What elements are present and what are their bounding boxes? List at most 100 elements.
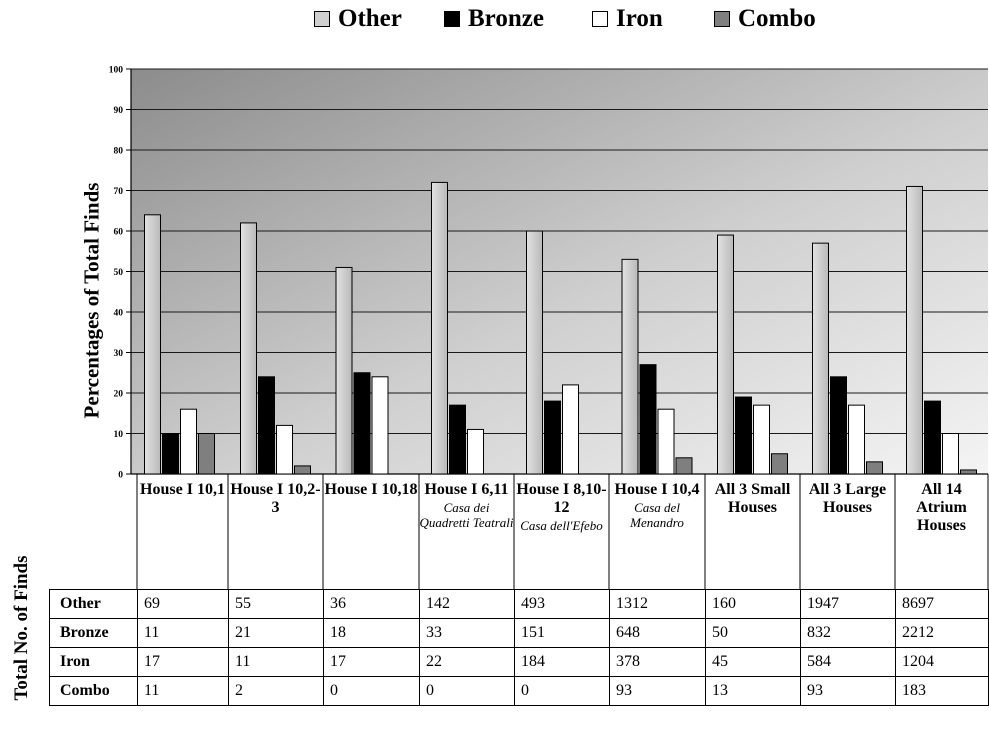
table-cell: 11 (228, 647, 324, 677)
category-name: House I 10,2-3 (230, 481, 321, 516)
table-cell: 2 (228, 676, 324, 706)
table-cell: 17 (323, 647, 420, 677)
table-cell: 50 (705, 618, 801, 648)
legend-item-iron: Iron (592, 4, 663, 34)
category-house-name: Casa dell'Efebo (520, 517, 603, 533)
category-label: House I 10,1 (137, 481, 228, 499)
y-tick-label: 10 (114, 430, 124, 440)
table-cell: 142 (419, 589, 515, 619)
legend-swatch (314, 11, 330, 27)
category-name: All 14 Atrium Houses (916, 481, 967, 534)
table-cell: 184 (514, 647, 610, 677)
y-tick-label: 70 (114, 187, 124, 197)
table-cell: 183 (895, 676, 989, 706)
table-cell: 17 (137, 647, 229, 677)
table-cell: 0 (419, 676, 515, 706)
table-cell: 33 (419, 618, 515, 648)
legend-swatch (444, 11, 460, 27)
category-name: All 3 Large Houses (808, 481, 887, 516)
table-cell: 22 (419, 647, 515, 677)
bar-other-4 (526, 230, 543, 475)
bar-bronze-7 (830, 376, 847, 475)
bar-bronze-2 (353, 372, 371, 475)
bar-iron-2 (371, 376, 389, 475)
bar-other-3 (431, 181, 448, 475)
category-label: House I 10,4 Casa del Menandro (609, 481, 705, 531)
bar-bronze-4 (544, 400, 561, 475)
bar-combo-6 (771, 453, 788, 475)
legend-label: Iron (616, 5, 663, 32)
y-tick-label: 100 (109, 66, 124, 76)
table-cell: 36 (323, 589, 420, 619)
category-label: House I 8,10-12 Casa dell'Efebo (514, 481, 609, 534)
table-row-header: Combo (49, 676, 138, 706)
table-cell: 93 (800, 676, 896, 706)
legend-item-other: Other (314, 4, 402, 34)
table-row-header: Iron (49, 647, 138, 677)
table-cell: 13 (705, 676, 801, 706)
bar-bronze-6 (735, 396, 752, 475)
category-label: All 3 Small Houses (705, 481, 800, 517)
table-cell: 1312 (609, 589, 706, 619)
legend-label: Other (338, 5, 402, 32)
table-cell: 378 (609, 647, 706, 677)
bar-other-5 (621, 258, 639, 475)
legend-label: Combo (738, 5, 816, 32)
bar-other-2 (335, 266, 353, 475)
table-cell: 2212 (895, 618, 989, 648)
y-tick-label: 90 (114, 106, 124, 116)
bar-other-7 (812, 242, 829, 475)
bar-combo-8 (960, 469, 977, 475)
category-name: All 3 Small Houses (714, 481, 791, 516)
bar-iron-8 (942, 433, 959, 475)
legend-swatch (592, 11, 608, 27)
y-tick-label: 80 (114, 147, 124, 157)
bar-combo-7 (866, 461, 883, 475)
finds-table: Other 69 55 36 142 493 1312 160 1947 8697 Bronze 11… (49, 589, 989, 706)
table-cell: 69 (137, 589, 229, 619)
y-tick-label: 50 (114, 268, 124, 278)
table-cell: 18 (323, 618, 420, 648)
category-name: House I 6,11 (424, 481, 509, 498)
y-tick-label: 0 (118, 471, 123, 481)
bar-iron-6 (753, 404, 770, 475)
bar-iron-3 (467, 428, 484, 475)
category-name: House I 10,1 (140, 481, 225, 498)
category-name: House I 10,4 (614, 481, 700, 498)
table-cell: 55 (228, 589, 324, 619)
table-cell: 0 (514, 676, 610, 706)
bar-bronze-3 (449, 404, 466, 475)
table-row: Iron 17 11 17 22 184 378 45 584 1204 (49, 647, 989, 677)
category-house-name: Casa dei Quadretti Teatrali (419, 499, 514, 530)
table-cell: 584 (800, 647, 896, 677)
table-cell: 8697 (895, 589, 989, 619)
bar-iron-5 (657, 408, 675, 475)
bar-bronze-0 (162, 433, 179, 475)
table-row: Combo 11 2 0 0 0 93 13 93 183 (49, 676, 989, 706)
bar-iron-1 (276, 424, 293, 475)
y-tick-label: 20 (114, 390, 124, 400)
table-cell: 11 (137, 676, 229, 706)
legend-item-bronze: Bronze (444, 4, 544, 34)
bar-iron-0 (180, 408, 197, 475)
table-cell: 1947 (800, 589, 896, 619)
table-cell: 93 (609, 676, 706, 706)
bar-other-6 (717, 234, 734, 475)
bar-combo-0 (198, 433, 215, 475)
category-name: House I 10,18 (324, 481, 418, 498)
bar-combo-5 (675, 457, 693, 475)
legend-label: Bronze (468, 5, 544, 32)
bar-bronze-8 (924, 400, 941, 475)
bar-combo-1 (294, 465, 311, 475)
category-label: House I 10,18 (323, 481, 419, 499)
bar-iron-4 (562, 384, 579, 475)
chart-legend: Other Bronze Iron Combo (0, 4, 989, 34)
legend-item-combo: Combo (714, 4, 816, 34)
table-row-header: Other (49, 589, 138, 619)
bar-bronze-5 (639, 364, 657, 475)
table-row: Bronze 11 21 18 33 151 648 50 832 2212 (49, 618, 989, 648)
table-cell: 493 (514, 589, 610, 619)
bar-other-0 (144, 214, 161, 475)
y-tick-label: 60 (114, 228, 124, 238)
